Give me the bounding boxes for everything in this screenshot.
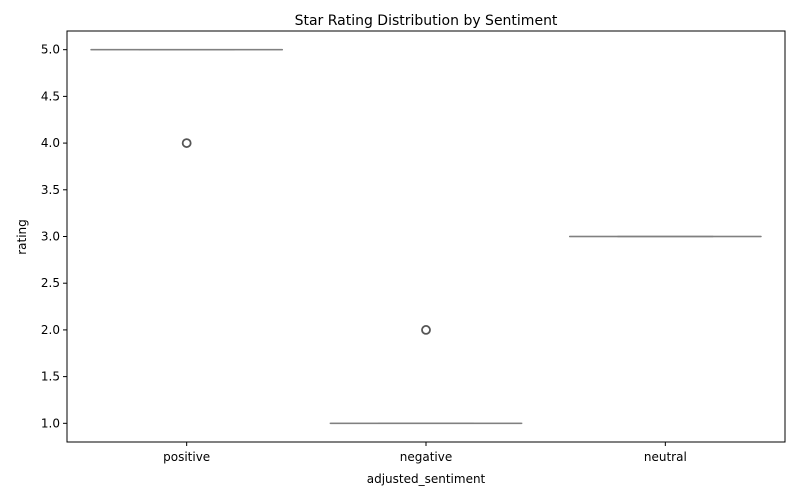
- y-tick-label: 1.0: [41, 416, 60, 430]
- y-axis-label: rating: [15, 219, 29, 255]
- y-tick-label: 2.5: [41, 276, 60, 290]
- y-tick-label: 2.0: [41, 323, 60, 337]
- outlier-point: [421, 325, 431, 335]
- outlier-point: [181, 138, 192, 148]
- chart-title: Star Rating Distribution by Sentiment: [295, 13, 558, 29]
- box-negative: [329, 325, 523, 425]
- x-tick-label: neutral: [644, 450, 687, 464]
- plot-area: [90, 48, 762, 425]
- x-tick-label: positive: [163, 450, 210, 464]
- y-axis: 1.0 1.5 2.0 2.5 3.0 3.5 4.0 4.5 5.0: [41, 43, 67, 430]
- box-positive: [90, 48, 283, 148]
- x-axis: positive negative neutral: [163, 442, 687, 464]
- y-tick-label: 3.5: [41, 183, 60, 197]
- y-tick-label: 4.5: [41, 89, 60, 103]
- y-tick-label: 3.0: [41, 230, 60, 244]
- y-tick-label: 4.0: [41, 136, 60, 150]
- y-tick-label: 1.5: [41, 370, 60, 384]
- y-tick-label: 5.0: [41, 43, 60, 57]
- x-tick-label: negative: [400, 450, 452, 464]
- x-axis-label: adjusted_sentiment: [367, 472, 486, 486]
